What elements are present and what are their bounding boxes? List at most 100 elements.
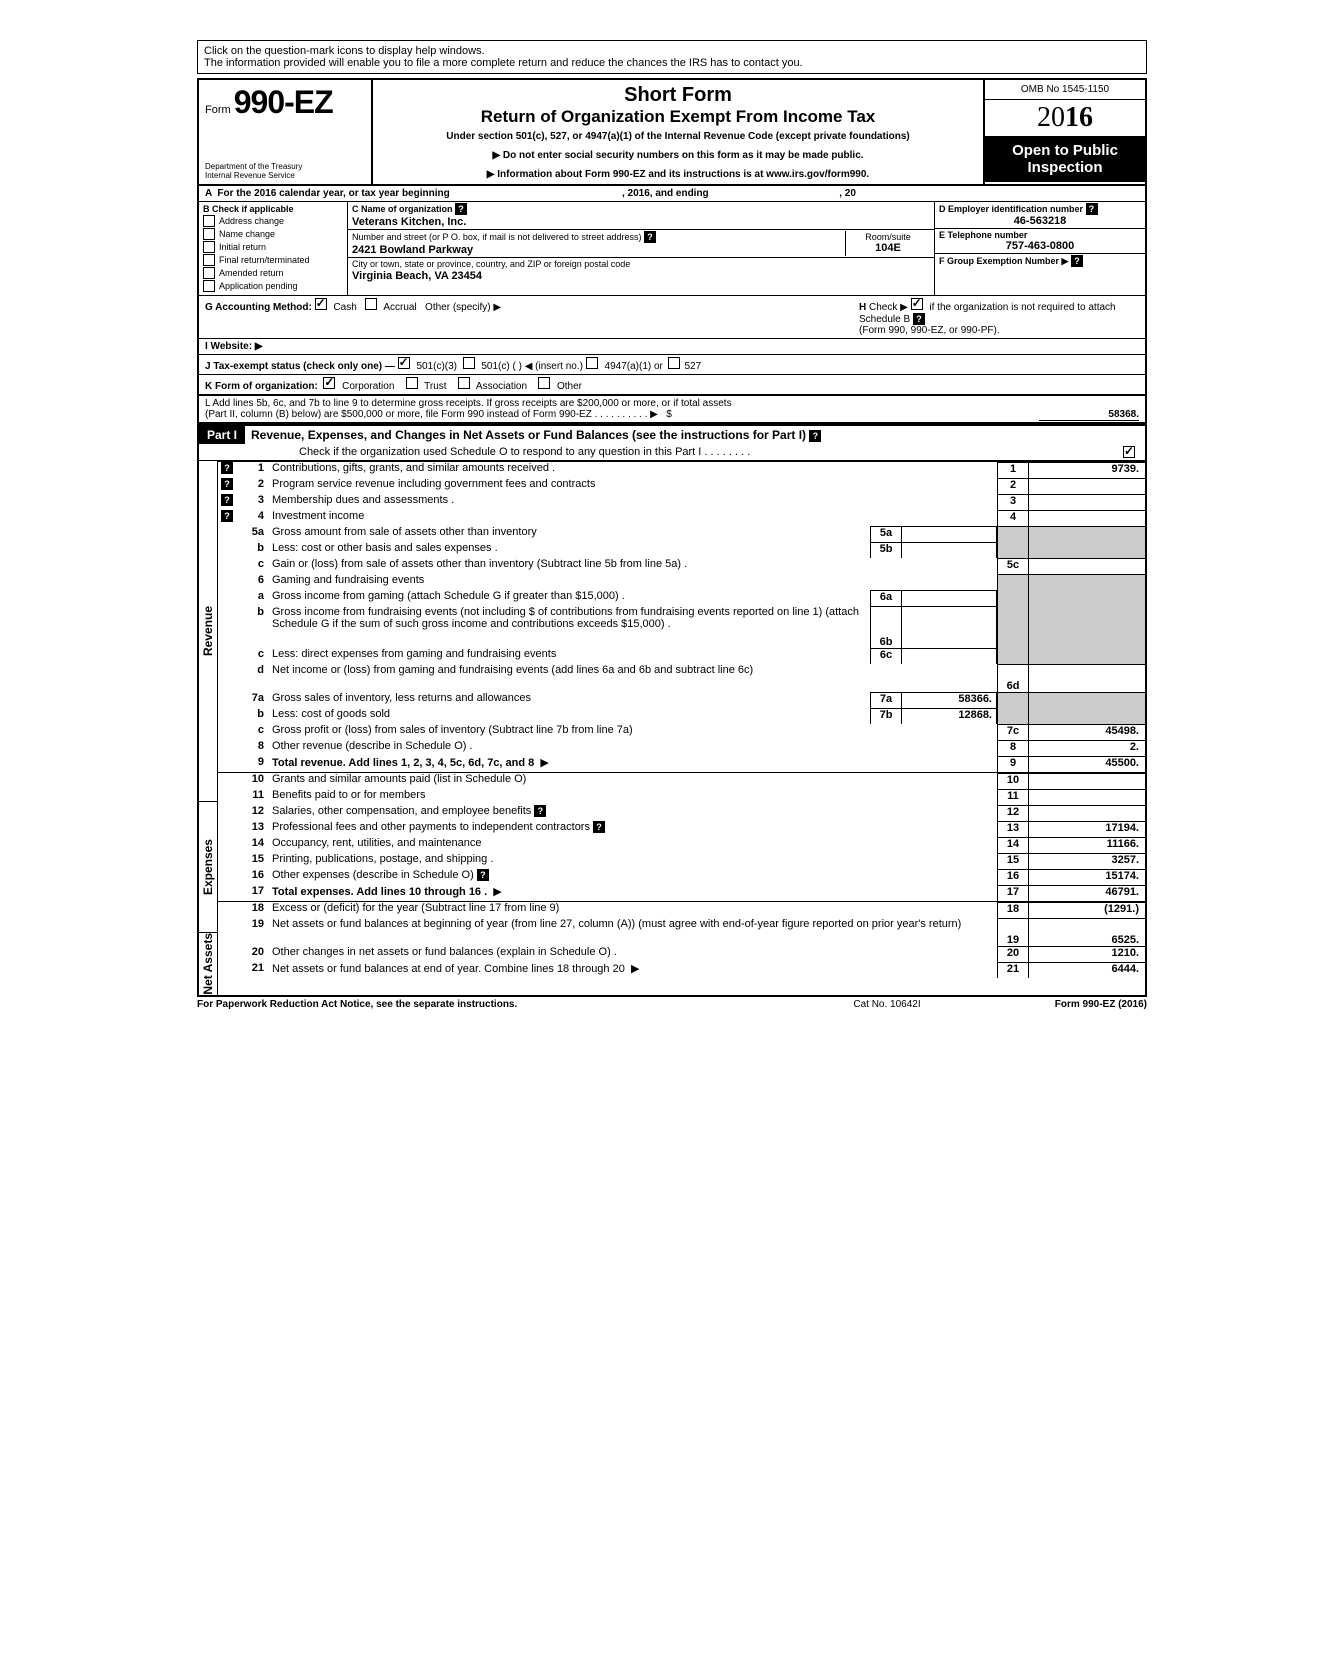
check-pending[interactable] bbox=[203, 280, 215, 292]
line-7c-val: 45498. bbox=[1029, 724, 1145, 740]
line-2-val bbox=[1029, 478, 1145, 494]
line-20-desc: Other changes in net assets or fund bala… bbox=[272, 946, 997, 962]
line-15-val: 3257. bbox=[1029, 853, 1145, 869]
help-icon[interactable]: ? bbox=[644, 231, 656, 243]
check-name[interactable] bbox=[203, 228, 215, 240]
help-icon[interactable]: ? bbox=[1086, 203, 1098, 215]
check-cash[interactable] bbox=[315, 298, 327, 310]
footer-mid: Cat No. 10642I bbox=[787, 999, 987, 1010]
omb-number: OMB No 1545-1150 bbox=[985, 80, 1145, 100]
line-7a-desc: Gross sales of inventory, less returns a… bbox=[272, 692, 870, 708]
form-number: 990-EZ bbox=[234, 84, 333, 120]
g-cash: Cash bbox=[333, 302, 356, 313]
line-21-desc: Net assets or fund balances at end of ye… bbox=[272, 963, 625, 975]
help-icon[interactable]: ? bbox=[809, 430, 821, 442]
check-amended[interactable] bbox=[203, 267, 215, 279]
line-12-desc: Salaries, other compensation, and employ… bbox=[272, 805, 531, 817]
year-prefix: 20 bbox=[1037, 102, 1065, 133]
c-addr-label: Number and street (or P O. box, if mail … bbox=[352, 232, 641, 242]
help-icon[interactable]: ? bbox=[221, 478, 233, 490]
line-13-val: 17194. bbox=[1029, 821, 1145, 837]
help-icon[interactable]: ? bbox=[1071, 255, 1083, 267]
phone-value: 757-463-0800 bbox=[939, 240, 1141, 252]
line-21-val: 6444. bbox=[1029, 962, 1145, 978]
d-label: D Employer identification number bbox=[939, 204, 1083, 214]
j-4947: 4947(a)(1) or bbox=[605, 361, 663, 372]
check-schedule-o: Check if the organization used Schedule … bbox=[197, 444, 1147, 461]
line-18-desc: Excess or (deficit) for the year (Subtra… bbox=[272, 902, 997, 918]
help-icon[interactable]: ? bbox=[455, 203, 467, 215]
line-6a-mid bbox=[902, 590, 997, 606]
check-501c[interactable] bbox=[463, 357, 475, 369]
org-city: Virginia Beach, VA 23454 bbox=[352, 269, 930, 282]
k-other: Other bbox=[557, 381, 582, 392]
g-label: G Accounting Method: bbox=[205, 302, 312, 313]
line-16-desc: Other expenses (describe in Schedule O) bbox=[272, 869, 474, 881]
h-text: H Check ▶ if the organization is not req… bbox=[853, 296, 1145, 338]
check-other-org[interactable] bbox=[538, 377, 550, 389]
check-4947[interactable] bbox=[586, 357, 598, 369]
line-9-desc: Total revenue. Add lines 1, 2, 3, 4, 5c,… bbox=[272, 757, 534, 769]
b-item-3: Final return/terminated bbox=[219, 255, 310, 265]
check-o-box[interactable] bbox=[1123, 446, 1135, 458]
g-accrual: Accrual bbox=[383, 302, 416, 313]
b-item-2: Initial return bbox=[219, 242, 266, 252]
line-3-val bbox=[1029, 494, 1145, 510]
dept-label: Department of the Treasury Internal Reve… bbox=[205, 162, 302, 180]
check-h[interactable] bbox=[911, 298, 923, 310]
help-icon[interactable]: ? bbox=[221, 510, 233, 522]
warn-ssn: ▶ Do not enter social security numbers o… bbox=[379, 150, 977, 161]
check-trust[interactable] bbox=[406, 377, 418, 389]
footer-right: Form 990-EZ (2016) bbox=[987, 999, 1147, 1010]
j-501c3: 501(c)(3) bbox=[416, 361, 457, 372]
section-l: L Add lines 5b, 6c, and 7b to line 9 to … bbox=[197, 395, 1147, 424]
side-net: Net Assets bbox=[201, 933, 215, 995]
line-7b-desc: Less: cost of goods sold bbox=[272, 708, 870, 724]
open-to-public: Open to Public Inspection bbox=[985, 137, 1145, 182]
help-icon[interactable]: ? bbox=[477, 869, 489, 881]
line-6b-desc: Gross income from fundraising events (no… bbox=[272, 606, 870, 648]
line-7a-mid: 58366. bbox=[902, 692, 997, 708]
line-6a-desc: Gross income from gaming (attach Schedul… bbox=[272, 590, 870, 606]
help-icon[interactable]: ? bbox=[221, 462, 233, 474]
help-icon[interactable]: ? bbox=[913, 313, 925, 325]
line-3-desc: Membership dues and assessments . bbox=[272, 494, 997, 510]
b-label: B Check if applicable bbox=[203, 204, 343, 214]
check-accrual[interactable] bbox=[365, 298, 377, 310]
section-b: B Check if applicable Address change Nam… bbox=[199, 202, 348, 295]
line-10-desc: Grants and similar amounts paid (list in… bbox=[272, 773, 997, 789]
help-icon[interactable]: ? bbox=[534, 805, 546, 817]
form-header: Form 990-EZ Department of the Treasury I… bbox=[197, 78, 1147, 186]
check-final[interactable] bbox=[203, 254, 215, 266]
part1-title: Revenue, Expenses, and Changes in Net As… bbox=[245, 426, 1145, 444]
b-item-1: Name change bbox=[219, 229, 275, 239]
c-name-label: C Name of organization bbox=[352, 204, 453, 214]
help-icon[interactable]: ? bbox=[593, 821, 605, 833]
help-icon[interactable]: ? bbox=[221, 494, 233, 506]
b-item-0: Address change bbox=[219, 216, 284, 226]
line-14-val: 11166. bbox=[1029, 837, 1145, 853]
line-18-val: (1291.) bbox=[1029, 902, 1145, 918]
f-label: F Group Exemption Number ▶ bbox=[939, 256, 1068, 266]
line-12-val bbox=[1029, 805, 1145, 821]
check-corp[interactable] bbox=[323, 377, 335, 389]
year-bold: 16 bbox=[1065, 102, 1093, 133]
part1-label: Part I bbox=[199, 426, 245, 444]
check-assoc[interactable] bbox=[458, 377, 470, 389]
check-initial[interactable] bbox=[203, 241, 215, 253]
line-5c-desc: Gain or (loss) from sale of assets other… bbox=[272, 558, 997, 574]
k-corp: Corporation bbox=[342, 381, 394, 392]
check-501c3[interactable] bbox=[398, 357, 410, 369]
check-527[interactable] bbox=[668, 357, 680, 369]
l-line2: (Part II, column (B) below) are $500,000… bbox=[205, 409, 658, 420]
line-6-desc: Gaming and fundraising events bbox=[272, 574, 997, 590]
i-website: I Website: ▶ bbox=[199, 339, 853, 354]
l-line1: L Add lines 5b, 6c, and 7b to line 9 to … bbox=[205, 398, 1139, 409]
line-5a-mid bbox=[902, 526, 997, 542]
line-5b-desc: Less: cost or other basis and sales expe… bbox=[272, 542, 870, 558]
line-9-val: 45500. bbox=[1029, 756, 1145, 772]
part1-table: Revenue Expenses Net Assets ?1Contributi… bbox=[197, 461, 1147, 997]
j-label: J Tax-exempt status (check only one) — bbox=[205, 361, 395, 372]
check-address[interactable] bbox=[203, 215, 215, 227]
org-name: Veterans Kitchen, Inc. bbox=[352, 215, 930, 228]
